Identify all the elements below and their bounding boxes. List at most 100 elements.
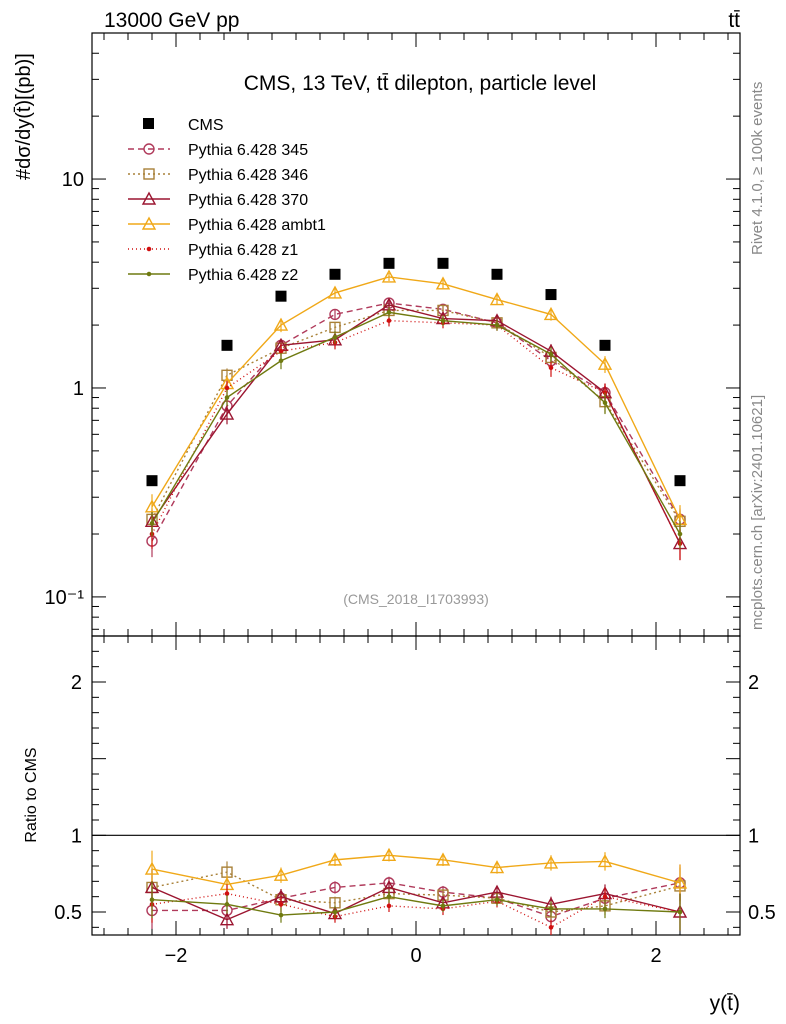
ratio-line-2 [151, 886, 681, 921]
ratio-axis-label: Ratio to CMS [23, 747, 40, 842]
x-tick-label: 0 [410, 945, 421, 967]
legend-marker-4 [146, 246, 152, 252]
legend-label-3: Pythia 6.428 ambt1 [188, 217, 326, 234]
data-point [545, 289, 557, 301]
ratio-point [149, 897, 155, 903]
ratio-point [224, 902, 230, 907]
series-line-4 [151, 319, 681, 544]
data-point [221, 339, 233, 351]
legend-label-5: Pythia 6.428 z2 [188, 267, 298, 284]
data-point [437, 257, 449, 269]
y-tick-label: 10⁻¹ [45, 587, 85, 609]
series-point [273, 317, 289, 331]
ratio-point [597, 853, 613, 868]
data-point [275, 290, 287, 302]
series-point [278, 358, 284, 364]
legend-label-1: Pythia 6.428 346 [188, 167, 308, 184]
data-point [329, 268, 341, 280]
legend-marker-data [143, 118, 154, 129]
ratio-point [224, 891, 230, 896]
mcplots-label: mcplots.cern.ch [arXiv:2401.10621] [749, 395, 766, 630]
series-point [548, 365, 554, 371]
ratio-point [219, 912, 235, 926]
ratio-point [381, 847, 397, 861]
series-point [332, 334, 338, 340]
series-point [149, 521, 155, 526]
series-point [278, 348, 284, 354]
ratio-point [677, 909, 683, 915]
ratio-point [602, 906, 608, 912]
ratio-point [602, 894, 608, 899]
ratio-point [144, 861, 160, 875]
ratio-point [273, 867, 289, 881]
series-point [489, 292, 505, 306]
series-point [329, 308, 341, 321]
series-point [224, 395, 230, 400]
ratio-tick-label: 2 [71, 672, 82, 694]
ratio-tick-label-right: 2 [748, 672, 759, 694]
y-tick-label: 10 [62, 169, 84, 191]
series-point [381, 269, 397, 283]
series-point [219, 406, 235, 420]
ratio-line-0 [152, 882, 681, 918]
legend-marker-0 [143, 143, 155, 155]
series-point [144, 499, 160, 513]
legend-label-0: Pythia 6.428 345 [188, 142, 308, 159]
series-line-5 [151, 311, 681, 535]
ratio-point [278, 902, 284, 907]
ratio-point [672, 875, 688, 889]
ratio-line-4 [151, 892, 681, 929]
ratio-line-1 [151, 871, 681, 913]
legend-label-2: Pythia 6.428 370 [188, 192, 308, 209]
ratio-tick-label-right: 1 [748, 825, 759, 847]
series-point [386, 310, 392, 315]
legend-marker-3 [141, 216, 157, 230]
ratio-point [332, 909, 338, 915]
y-axis-label: #dσ/dy(t̄)[(pb)] [13, 53, 35, 180]
ratio-tick-label-right: 0.5 [748, 902, 776, 924]
chart-title: CMS, 13 TeV, tt̄ dilepton, particle leve… [244, 72, 597, 95]
ratio-point [543, 855, 559, 869]
series-point [224, 385, 230, 391]
ratio-point [435, 852, 451, 866]
ratio-point [327, 852, 343, 866]
x-tick-label: 2 [650, 945, 661, 967]
y-tick-label: 1 [73, 378, 84, 400]
series-point [602, 400, 608, 406]
reference-label: (CMS_2018_I1703993) [343, 591, 489, 607]
ratio-line-5 [151, 895, 681, 916]
legend-marker-2 [141, 191, 157, 205]
ratio-line-3 [151, 854, 681, 886]
series-point [548, 351, 554, 357]
series-point [597, 356, 613, 370]
ratio-tick-label: 0.5 [54, 902, 82, 924]
ratio-point [548, 906, 554, 912]
ratio-point [386, 894, 392, 899]
ratio-point [278, 912, 284, 918]
data-point [383, 257, 395, 269]
legend-marker-5 [146, 271, 152, 277]
series-point [543, 306, 559, 321]
ratio-point [440, 903, 446, 909]
header-right-label: tt̄ [728, 9, 740, 32]
data-point [674, 475, 686, 487]
series-point [494, 322, 500, 328]
series-line-3 [151, 276, 681, 520]
series-point [440, 318, 446, 323]
series-point [327, 285, 343, 299]
ratio-point [548, 925, 554, 930]
ratio-point [329, 881, 341, 894]
data-point [146, 475, 158, 487]
ratio-point [489, 860, 505, 874]
data-point [599, 339, 611, 351]
legend-label-4: Pythia 6.428 z1 [188, 242, 298, 259]
series-point [435, 276, 451, 290]
legend-marker-1 [143, 168, 155, 180]
series-line-0 [151, 302, 681, 542]
ratio-tick-label: 1 [71, 825, 82, 847]
ratio-point [386, 903, 392, 909]
series-point [386, 318, 392, 323]
header-left-label: 13000 GeV pp [104, 9, 239, 32]
rivet-label: Rivet 4.1.0, ≥ 100k events [749, 82, 766, 255]
